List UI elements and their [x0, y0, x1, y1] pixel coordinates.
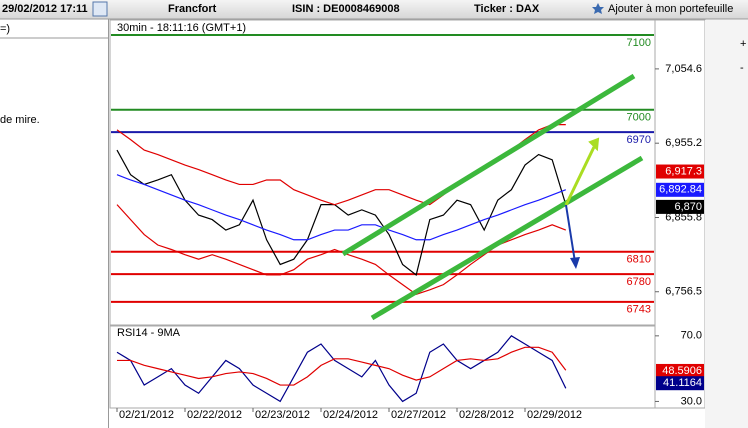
series-line: [116, 335, 567, 403]
header-bar: [0, 0, 748, 19]
price-tag: [656, 182, 704, 197]
level-label: 7000: [627, 112, 651, 124]
series-line: [116, 174, 567, 241]
y-tick-label: 70.0: [681, 330, 702, 342]
series-line: [116, 149, 567, 276]
level-label: 7100: [627, 37, 651, 49]
trendline: [341, 73, 636, 257]
trendline: [370, 155, 644, 321]
price-tag: [656, 376, 704, 391]
x-tick-label: 02/23/2012: [255, 409, 310, 421]
x-tick-label: 02/27/2012: [391, 409, 446, 421]
ticker: Ticker : DAX: [474, 3, 540, 15]
y-tick-label: 6,855.8: [665, 211, 702, 223]
x-tick-label: 02/28/2012: [459, 409, 514, 421]
isin: ISIN : DE0008469008: [292, 3, 400, 15]
add-link[interactable]: Ajouter à mon portefeuille: [608, 3, 733, 15]
x-tick-label: 02/21/2012: [119, 409, 174, 421]
y-tick-label: 7,054.6: [665, 63, 702, 75]
arrow-head: [588, 137, 600, 152]
level-label: 6970: [627, 134, 651, 146]
level-label: 6743: [627, 304, 651, 316]
y-tick-label: 30.0: [681, 395, 702, 407]
left-text: =): [0, 23, 10, 35]
price-tag-label: 6,870: [674, 201, 702, 213]
price-tag: [656, 363, 704, 378]
price-tag-label: 41.1164: [663, 377, 702, 389]
main-plot: [109, 19, 656, 326]
exchange: Francfort: [168, 3, 217, 15]
zoom-out[interactable]: -: [740, 62, 744, 74]
star-icon[interactable]: [592, 3, 604, 14]
price-tag-label: 6,892.84: [659, 184, 702, 196]
x-tick-label: 02/22/2012: [187, 409, 242, 421]
price-tag-label: 48.5906: [662, 365, 702, 377]
arrow: [565, 204, 576, 263]
rsi-title: RSI14 - 9MA: [117, 327, 181, 339]
level-label: 6780: [627, 276, 651, 288]
arrow-head: [570, 257, 580, 269]
series-line: [117, 346, 567, 386]
price-tag: [656, 199, 704, 214]
right-strip: [705, 20, 748, 428]
datetime: 29/02/2012 17:11: [2, 3, 88, 15]
icon-button[interactable]: [92, 1, 108, 17]
level-label: 6810: [627, 254, 651, 266]
zoom-in[interactable]: +: [740, 38, 746, 50]
trend-annotations: [341, 73, 644, 321]
x-tick-label: 02/24/2012: [323, 409, 378, 421]
arrow: [564, 146, 596, 206]
y-tick-label: 6,955.2: [665, 137, 702, 149]
price-tag-label: 6,917.3: [665, 165, 702, 177]
x-tick-label: 02/29/2012: [527, 409, 582, 421]
main-title: 30min - 18:11:16 (GMT+1): [117, 22, 246, 34]
price-tag: [656, 164, 704, 179]
left-text: de mire.: [0, 114, 40, 126]
y-tick-label: 6,756.5: [665, 286, 702, 298]
